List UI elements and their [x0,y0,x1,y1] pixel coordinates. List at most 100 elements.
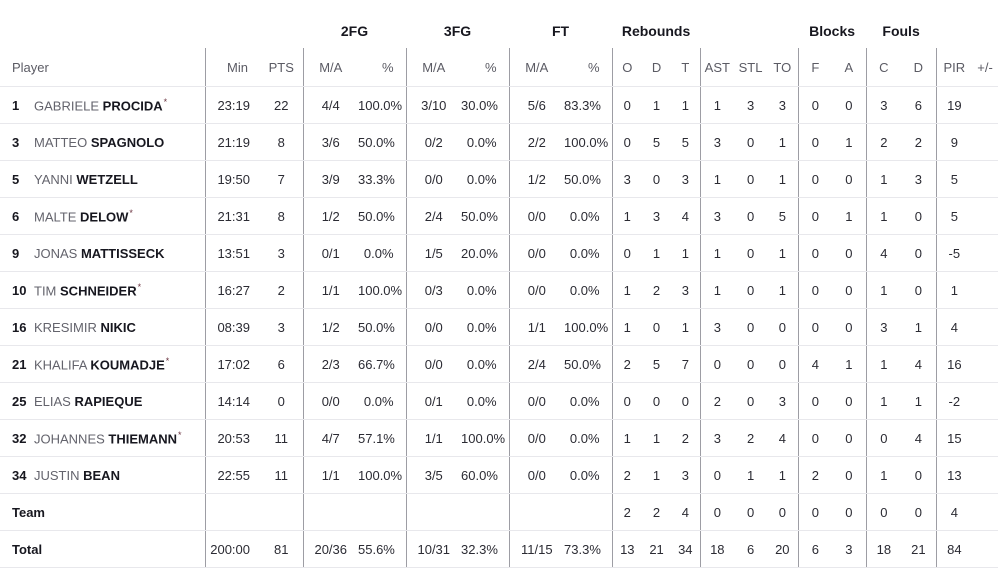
cell-stl: 0 [734,123,768,161]
cell-blk-f: 0 [798,308,833,346]
col-min: Min [205,48,260,87]
cell-to: 0 [767,493,799,531]
cell-plus-minus [972,86,998,124]
cell-foul-c: 1 [866,382,902,420]
player-last-name: RAPIEQUE [74,393,143,409]
col-stl: STL [734,48,768,87]
group-ft: FT [551,23,570,39]
cell-2fg-pct: 50.0% [358,197,407,235]
team-label: Team [12,504,45,520]
cell-2fg-ma: 2/3 [303,345,358,383]
player-last-name: MATTISSECK [80,245,165,261]
table-row: 1 GABRIELE PROCIDA* 23:19 22 4/4 100.0% 3… [0,86,998,124]
cell-ft-pct: 100.0% [564,308,613,346]
cell-ast: 3 [700,197,735,235]
player-cell: 9 JONAS MATTISSECK [0,234,206,272]
cell-ft-pct: 0.0% [564,234,613,272]
cell-ast: 0 [700,493,735,531]
player-cell: 25 ELIAS RAPIEQUE [0,382,206,420]
cell-blk-f: 2 [798,456,833,494]
cell-3fg-ma: 0/0 [406,345,462,383]
cell-3fg-pct: 0.0% [461,308,510,346]
player-first-name: KRESIMIR [34,319,97,335]
cell-min: 200:00 [205,530,260,568]
cell-pir: 5 [936,197,973,235]
cell-ast: 0 [700,456,735,494]
cell-2fg-pct: 0.0% [358,382,407,420]
cell-pir: 15 [936,419,973,457]
cell-ft-pct: 83.3% [564,86,613,124]
cell-ft-pct: 0.0% [564,271,613,309]
cell-reb-o: 13 [612,530,643,568]
starter-mark-icon: * [129,207,133,218]
cell-foul-c: 0 [866,493,902,531]
cell-foul-d: 0 [901,234,937,272]
group-rebounds: Rebounds [621,23,691,39]
cell-reb-d: 3 [642,197,672,235]
cell-2fg-ma: 3/6 [303,123,358,161]
player-first-name: YANNI [34,171,73,187]
cell-to: 1 [767,160,799,198]
cell-2fg-pct [358,493,407,531]
cell-stl: 2 [734,419,768,457]
cell-reb-d: 2 [642,493,672,531]
player-last-name: SCHNEIDER [60,283,137,299]
cell-ft-pct: 73.3% [564,530,613,568]
cell-reb-t: 0 [671,382,701,420]
cell-3fg-ma: 1/1 [406,419,462,457]
cell-reb-t: 4 [671,197,701,235]
player-cell: 34 JUSTIN BEAN [0,456,206,494]
cell-reb-d: 1 [642,419,672,457]
cell-blk-a: 1 [832,345,867,383]
box-score-table: 2FG 3FG FT Rebounds Blocks Fouls Player … [0,14,998,568]
column-header-row: Player Min PTS M/A % M/A % M/A % O D T A… [0,48,998,87]
starter-mark-icon: * [163,96,168,107]
player-first-name: MATTEO [34,134,88,150]
cell-blk-f: 0 [798,419,833,457]
cell-2fg-ma [303,493,358,531]
cell-to: 1 [767,456,799,494]
cell-foul-c: 3 [866,308,902,346]
cell-blk-a: 0 [832,234,867,272]
cell-to: 5 [767,197,799,235]
table-row: 6 MALTE DELOW* 21:31 8 1/2 50.0% 2/4 50.0… [0,197,998,235]
cell-plus-minus [972,197,998,235]
cell-3fg-ma: 3/5 [406,456,462,494]
player-number: 25 [12,393,27,409]
cell-blk-a: 1 [832,197,867,235]
player-cell: 6 MALTE DELOW* [0,197,206,235]
col-reb-d: D [642,48,672,87]
total-row: Total 200:00 81 20/36 55.6% 10/31 32.3% … [0,530,998,568]
col-blk-a: A [832,48,867,87]
cell-2fg-pct: 100.0% [358,456,407,494]
cell-ft-ma: 1/2 [509,160,565,198]
cell-stl: 0 [734,234,768,272]
cell-blk-f: 0 [798,86,833,124]
cell-3fg-ma [406,493,462,531]
cell-foul-d: 6 [901,86,937,124]
cell-plus-minus [972,271,998,309]
player-cell: 5 YANNI WETZELL [0,160,206,198]
player-first-name: ELIAS [34,393,71,409]
cell-ft-pct: 0.0% [564,419,613,457]
player-first-name: MALTE [34,209,77,225]
cell-3fg-pct: 100.0% [461,419,510,457]
cell-ft-ma: 0/0 [509,382,565,420]
player-last-name: SPAGNOLO [90,134,165,150]
group-spacer [0,14,205,48]
cell-reb-o: 3 [612,160,643,198]
cell-reb-t: 34 [671,530,701,568]
cell-reb-o: 1 [612,419,643,457]
cell-ast: 2 [700,382,735,420]
cell-ft-ma: 1/1 [509,308,565,346]
cell-ast: 18 [700,530,735,568]
cell-ft-pct: 0.0% [564,456,613,494]
cell-reb-d: 21 [642,530,672,568]
cell-reb-t: 5 [671,123,701,161]
cell-min: 21:31 [205,197,260,235]
cell-stl: 0 [734,493,768,531]
cell-pir: 4 [936,493,973,531]
cell-foul-c: 2 [866,123,902,161]
cell-foul-d: 4 [901,419,937,457]
cell-stl: 6 [734,530,768,568]
